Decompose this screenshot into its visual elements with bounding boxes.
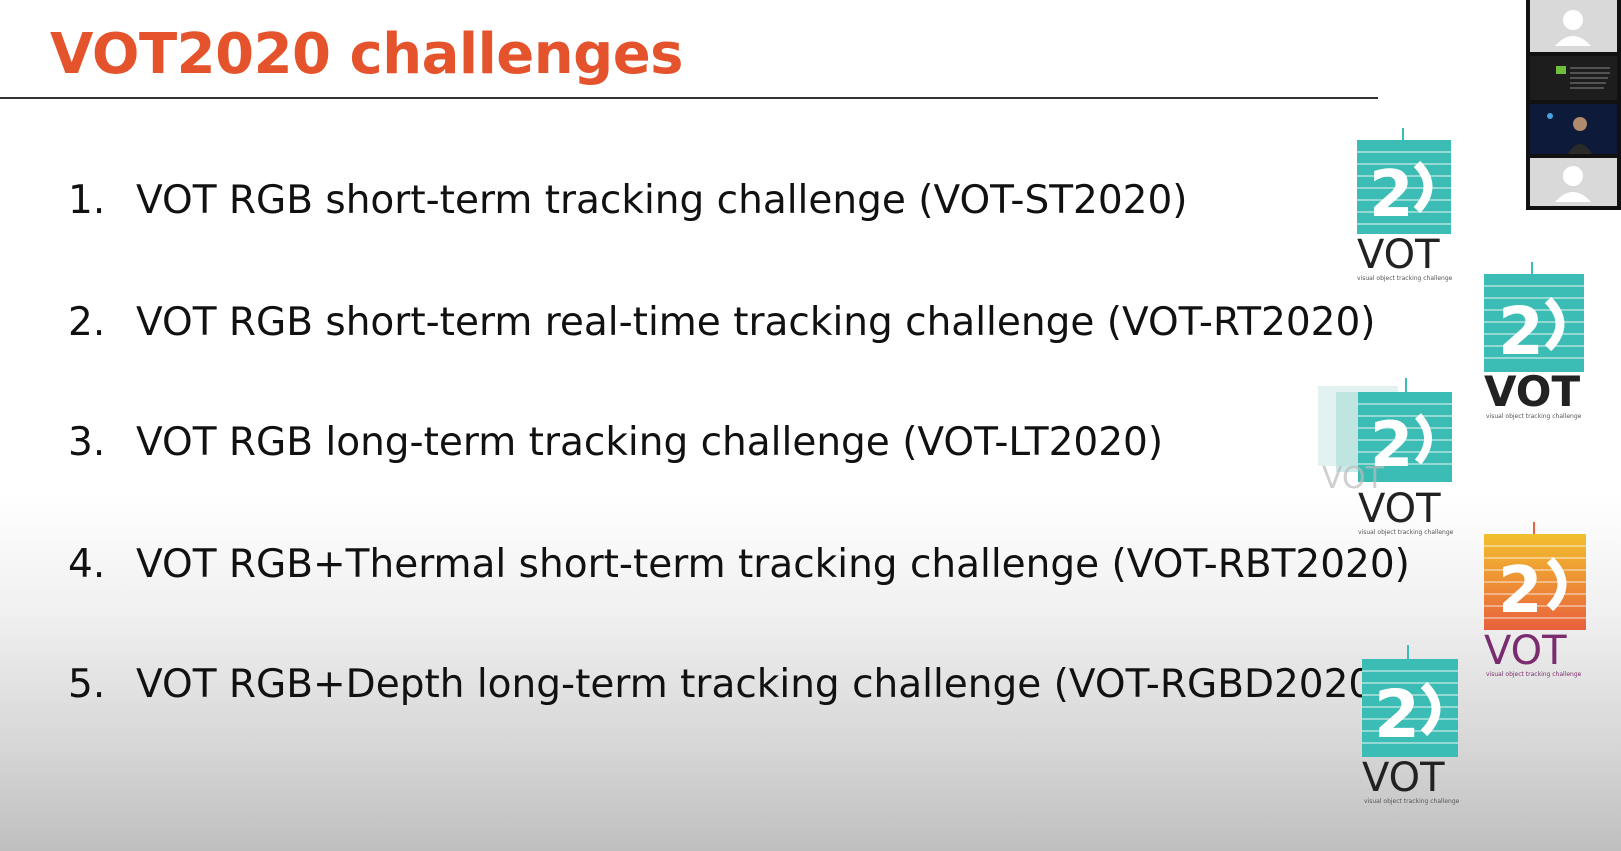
item-number: 1. [68, 178, 106, 223]
vot-rbt-logo: 2 VOT visual object tracking challenge [1482, 522, 1590, 680]
logo-wordmark: VOT [1362, 755, 1445, 801]
screen-thumbnail-icon [1556, 66, 1610, 89]
item-text: VOT RGB short-term real-time tracking ch… [136, 300, 1376, 345]
slide-title: VOT2020 challenges [50, 22, 684, 87]
vot-st-logo: 2 VOT visual object tracking challenge [1355, 128, 1455, 286]
vot-rt-logo: 2 VOT visual object tracking challenge [1482, 262, 1587, 422]
challenge-item-5: 5. VOT RGB+Depth long-term tracking chall… [68, 662, 1388, 707]
item-text: VOT RGB long-term tracking challenge (VO… [136, 420, 1164, 465]
logo-wordmark: VOT [1357, 232, 1440, 278]
participant-tile-2[interactable] [1530, 158, 1617, 206]
challenge-item-2: 2. VOT RGB short-term real-time tracking … [68, 300, 1376, 345]
challenge-item-4: 4. VOT RGB+Thermal short-term tracking ch… [68, 542, 1410, 587]
svg-text:2: 2 [1369, 158, 1414, 232]
participant-tile-camera[interactable] [1530, 104, 1617, 154]
svg-text:VOT: VOT [1322, 461, 1385, 496]
challenge-item-3: 3. VOT RGB long-term tracking challenge (… [68, 420, 1163, 465]
item-text: VOT RGB short-term tracking challenge (V… [136, 178, 1188, 223]
logo-wordmark: VOT [1484, 628, 1567, 674]
logo-tagline: visual object tracking challenge [1357, 275, 1453, 282]
logo-wordmark: VOT [1358, 486, 1441, 532]
svg-text:2: 2 [1370, 408, 1413, 481]
item-number: 3. [68, 420, 106, 465]
logo-tagline: visual object tracking challenge [1364, 798, 1460, 805]
item-number: 5. [68, 662, 106, 707]
logo-tagline: visual object tracking challenge [1486, 671, 1582, 678]
camera-feed-icon [1530, 104, 1617, 154]
item-number: 2. [68, 300, 106, 345]
participant-tile-1[interactable] [1530, 0, 1617, 52]
user-avatar-icon [1555, 10, 1591, 46]
svg-text:2: 2 [1498, 554, 1543, 628]
user-avatar-icon [1555, 166, 1591, 202]
svg-text:2: 2 [1498, 293, 1544, 370]
vot-rgbd-logo: 2 VOT visual object tracking challenge [1360, 645, 1462, 807]
vot-lt-logo: 2 VOT VOT visual object tracking challen… [1318, 378, 1463, 540]
item-text: VOT RGB+Depth long-term tracking challen… [136, 662, 1389, 707]
video-participant-strip [1526, 0, 1621, 210]
logo-tagline: visual object tracking challenge [1486, 413, 1582, 420]
item-number: 4. [68, 542, 106, 587]
svg-text:2: 2 [1374, 676, 1420, 753]
shared-screen-tile[interactable] [1530, 56, 1617, 100]
challenge-item-1: 1. VOT RGB short-term tracking challenge … [68, 178, 1188, 223]
logo-tagline: visual object tracking challenge [1358, 529, 1454, 536]
item-text: VOT RGB+Thermal short-term tracking chal… [136, 542, 1410, 587]
logo-wordmark: VOT [1484, 367, 1580, 416]
title-divider [0, 97, 1378, 99]
